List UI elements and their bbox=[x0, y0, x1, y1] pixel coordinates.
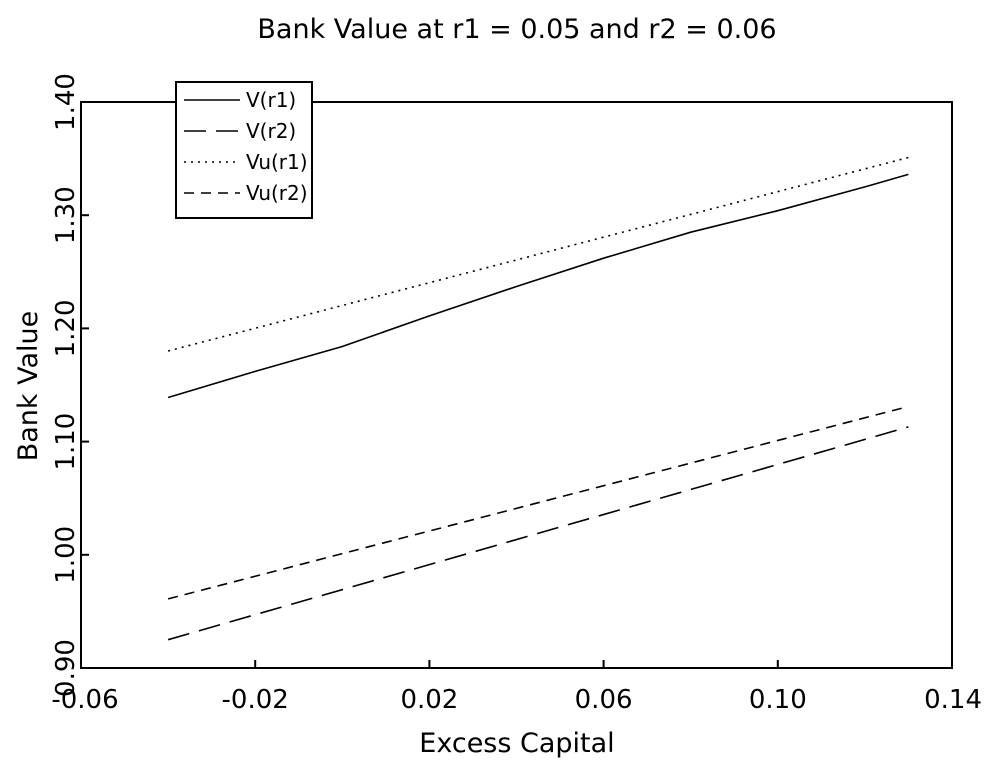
x-axis-label: Excess Capital bbox=[419, 728, 614, 759]
legend-label: V(r2) bbox=[246, 119, 296, 143]
series-line-v-r2 bbox=[167, 426, 909, 641]
x-tick-label: -0.02 bbox=[222, 685, 289, 715]
y-tick-label: 1.00 bbox=[51, 526, 81, 584]
series-line-vu-r2 bbox=[167, 405, 909, 600]
plot-frame bbox=[80, 101, 953, 669]
x-tick-label: 0.02 bbox=[400, 685, 458, 715]
y-axis-label: Bank Value bbox=[13, 311, 44, 462]
series-layer bbox=[167, 156, 909, 641]
series-line-vu-r1 bbox=[167, 156, 909, 352]
legend-label: Vu(r1) bbox=[246, 150, 308, 174]
x-tick-label: 0.14 bbox=[924, 685, 982, 715]
legend: V(r1) V(r2) Vu(r1) Vu(r2) bbox=[175, 81, 313, 219]
x-axis-ticks: -0.06 -0.02 0.02 0.06 0.10 0.14 bbox=[51, 660, 982, 715]
x-tick-label: 0.10 bbox=[749, 685, 807, 715]
series-line-v-r1 bbox=[167, 173, 909, 399]
y-tick-label: 1.30 bbox=[51, 186, 81, 244]
x-tick-label: 0.06 bbox=[575, 685, 633, 715]
chart-title: Bank Value at r1 = 0.05 and r2 = 0.06 bbox=[257, 14, 776, 45]
legend-entries: V(r1) V(r2) Vu(r1) Vu(r2) bbox=[184, 88, 308, 205]
y-axis-ticks: 0.90 1.00 1.10 1.20 1.30 1.40 bbox=[51, 73, 89, 697]
legend-label: V(r1) bbox=[246, 88, 296, 112]
y-tick-label: 1.20 bbox=[51, 299, 81, 357]
legend-box bbox=[175, 81, 313, 219]
legend-label: Vu(r2) bbox=[246, 181, 308, 205]
y-tick-label: 1.10 bbox=[51, 413, 81, 471]
x-tick-label: -0.06 bbox=[51, 685, 118, 715]
y-tick-label: 1.40 bbox=[51, 73, 81, 131]
plot-area bbox=[80, 101, 953, 669]
y-tick-label: 0.90 bbox=[51, 639, 81, 697]
